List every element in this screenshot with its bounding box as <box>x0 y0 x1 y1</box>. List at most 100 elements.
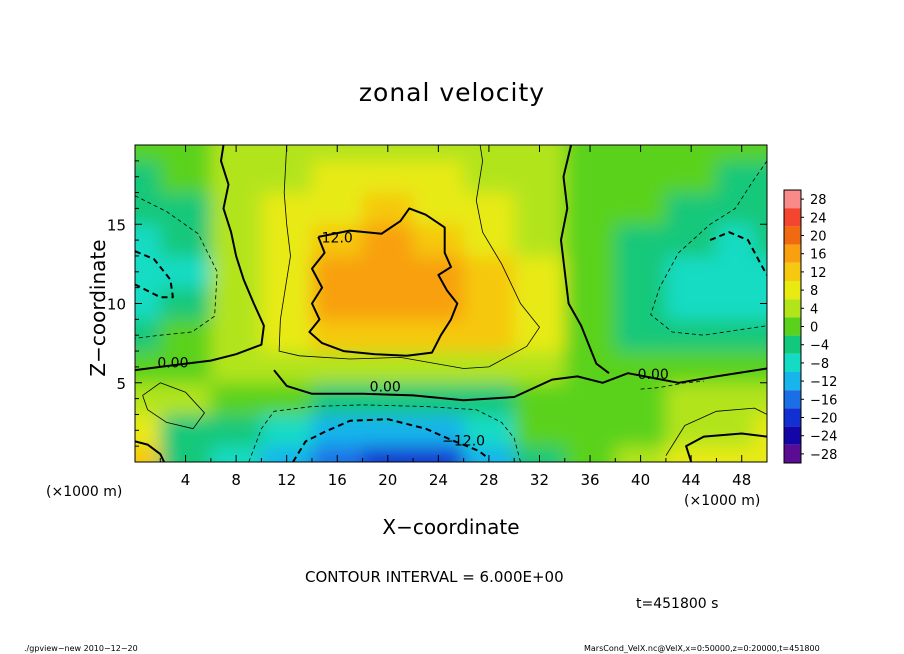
x-tick-label: 12 <box>277 471 296 489</box>
heatmap-cell <box>210 319 262 352</box>
heatmap-cell <box>210 224 262 257</box>
x-axis: 4 8 12 16 20 24 28 32 36 40 44 48 <box>159 145 751 489</box>
y-tick-label: 10 <box>107 296 126 314</box>
contour-minus12-left <box>135 250 174 299</box>
colorbar-swatch <box>784 262 801 281</box>
x-tick-label: 8 <box>231 471 241 489</box>
heatmap-cell <box>210 446 262 462</box>
contour-zero-bottom-left <box>135 440 166 462</box>
heatmap-cell <box>160 287 212 320</box>
heatmap-cell <box>160 319 212 352</box>
heatmap-cell <box>311 160 364 194</box>
contour-minus6-right <box>650 160 767 336</box>
heatmap-cell <box>261 160 313 194</box>
heatmap-cell <box>564 145 616 162</box>
heatmap-cell <box>665 224 717 257</box>
heatmap-cell <box>716 287 755 320</box>
heatmap-cell <box>754 446 767 462</box>
heatmap-cell <box>160 192 212 225</box>
colorbar-swatch <box>784 190 801 209</box>
colorbar-label: 24 <box>810 211 827 226</box>
heatmap-cell <box>413 192 465 225</box>
x-tick-label: 20 <box>378 471 397 489</box>
heatmap-cell <box>514 414 566 447</box>
heatmap-cell <box>615 319 667 352</box>
heatmap-cell <box>716 255 755 289</box>
time-stamp: t=451800 s <box>636 596 719 612</box>
heatmap-cell <box>463 287 515 320</box>
heatmap-cell <box>716 382 755 415</box>
colorbar-swatch <box>784 408 801 427</box>
chart-title: zonal velocity <box>358 78 546 107</box>
heatmap-cell <box>413 145 465 162</box>
heatmap-cell <box>716 414 755 447</box>
contour-label: −12.0 <box>442 433 485 449</box>
heatmap-cell <box>362 319 414 352</box>
heatmap-cell <box>463 414 515 447</box>
heatmap-cell <box>514 160 566 194</box>
heatmap-cell <box>311 319 364 352</box>
contour-labels: 12.0 0.00 0.00 −12.0 0.00 <box>157 231 668 450</box>
heatmap-cell <box>754 351 767 384</box>
contour-zero-upper-left <box>135 145 265 372</box>
heatmap-cell <box>564 446 616 462</box>
contour-zero-vertical <box>560 145 610 374</box>
y-axis-label: Z−coordinate <box>86 239 110 377</box>
heatmap-cell <box>261 192 313 225</box>
heatmap-cell <box>665 319 717 352</box>
colorbar-label: −8 <box>810 357 829 372</box>
heatmap-cell <box>514 287 566 320</box>
heatmap-cell <box>754 414 767 447</box>
x-tick-label: 28 <box>479 471 498 489</box>
heatmap-cell <box>514 224 566 257</box>
heatmap-cell <box>615 414 667 447</box>
heatmap-cell <box>160 382 212 415</box>
colorbar-swatch <box>784 281 801 300</box>
x-axis-unit-label: (×1000 m) <box>684 493 761 509</box>
x-tick-label: 48 <box>732 471 751 489</box>
heatmap-cell <box>210 382 262 415</box>
heatmap-cell <box>261 224 313 257</box>
heatmap-cell <box>463 224 515 257</box>
contour-zero-lower <box>273 367 767 402</box>
colorbar-swatch <box>784 353 801 372</box>
heatmap-cell <box>665 414 717 447</box>
y-tick-label: 5 <box>116 375 126 393</box>
x-tick-label: 36 <box>580 471 599 489</box>
colorbar-label: 20 <box>810 230 827 245</box>
heatmap-cell <box>514 382 566 415</box>
x-tick-label: 40 <box>631 471 650 489</box>
contour-plus6-thin <box>278 145 540 369</box>
heatmap-cell <box>754 145 767 162</box>
heatmap-cell <box>261 414 313 447</box>
heatmap-cell <box>615 287 667 320</box>
heatmap-cell <box>135 160 161 194</box>
colorbar-swatch <box>784 317 801 336</box>
heatmap-cell <box>311 192 364 225</box>
contour-label: 12.0 <box>322 231 353 247</box>
colorbar-swatch <box>784 299 801 318</box>
heatmap-cell <box>362 192 414 225</box>
colorbar-label: 8 <box>810 284 818 299</box>
heatmap-cell <box>665 382 717 415</box>
contour-minus6-thin <box>248 404 521 462</box>
heatmap-cell <box>716 319 755 352</box>
heatmap-cell <box>564 382 616 415</box>
heatmap-cell <box>514 351 566 384</box>
colorbar-swatch <box>784 426 801 445</box>
heatmap-cell <box>564 287 616 320</box>
contour-minus12-right <box>709 231 767 276</box>
heatmap-cell <box>413 287 465 320</box>
colorbar-label: −12 <box>810 375 837 390</box>
heatmap-cell <box>564 351 616 384</box>
heatmap-cell <box>311 287 364 320</box>
colorbar-swatch <box>784 444 801 463</box>
heatmap-cell <box>754 255 767 289</box>
heatmap-cell <box>311 145 364 162</box>
heatmap-cell <box>362 145 414 162</box>
heatmap-cell <box>210 192 262 225</box>
heatmap-cell <box>615 145 667 162</box>
contour-label: 0.00 <box>157 356 188 372</box>
heatmap-cell <box>261 382 313 415</box>
contour-interval-text: CONTOUR INTERVAL = 6.000E+00 <box>305 568 564 586</box>
